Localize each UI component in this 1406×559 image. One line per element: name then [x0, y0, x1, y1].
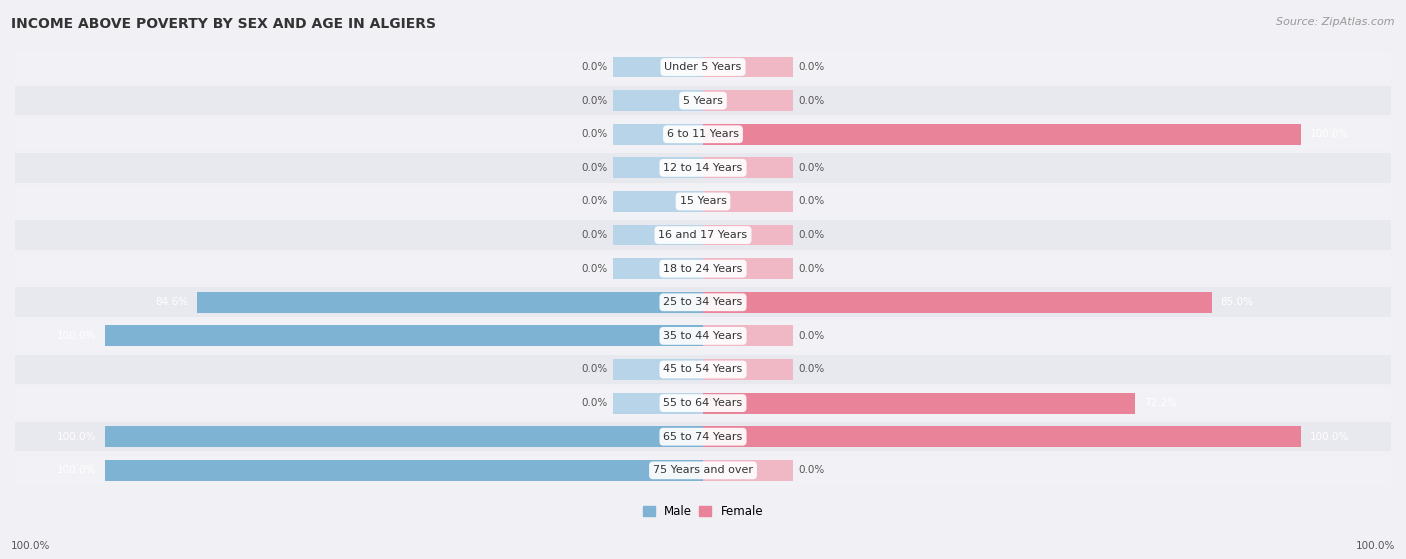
Bar	[15, 187, 1391, 216]
Text: 65 to 74 Years: 65 to 74 Years	[664, 432, 742, 442]
Bar	[15, 220, 1391, 250]
Text: 55 to 64 Years: 55 to 64 Years	[664, 398, 742, 408]
Text: Under 5 Years: Under 5 Years	[665, 62, 741, 72]
Bar	[703, 359, 793, 380]
Bar	[703, 292, 1212, 312]
Bar	[703, 292, 793, 312]
Text: 0.0%: 0.0%	[581, 163, 607, 173]
Text: 0.0%: 0.0%	[799, 62, 825, 72]
Text: 45 to 54 Years: 45 to 54 Years	[664, 364, 742, 375]
Text: 16 and 17 Years: 16 and 17 Years	[658, 230, 748, 240]
Text: Source: ZipAtlas.com: Source: ZipAtlas.com	[1277, 17, 1395, 27]
Text: 100.0%: 100.0%	[56, 432, 96, 442]
Bar	[613, 90, 703, 111]
Text: 15 Years: 15 Years	[679, 196, 727, 206]
Bar	[613, 191, 703, 212]
Bar	[613, 225, 703, 245]
Text: 0.0%: 0.0%	[581, 196, 607, 206]
Text: 0.0%: 0.0%	[581, 129, 607, 139]
Bar	[15, 422, 1391, 452]
Bar	[15, 254, 1391, 283]
Text: 85.0%: 85.0%	[1220, 297, 1254, 307]
Bar	[15, 153, 1391, 183]
Text: 72.2%: 72.2%	[1144, 398, 1177, 408]
Bar	[703, 124, 793, 145]
Text: 0.0%: 0.0%	[799, 163, 825, 173]
Bar	[703, 427, 793, 447]
Bar	[613, 56, 703, 78]
Text: INCOME ABOVE POVERTY BY SEX AND AGE IN ALGIERS: INCOME ABOVE POVERTY BY SEX AND AGE IN A…	[11, 17, 436, 31]
Text: 35 to 44 Years: 35 to 44 Years	[664, 331, 742, 341]
Bar	[15, 52, 1391, 82]
Bar	[613, 359, 703, 380]
Bar	[703, 225, 793, 245]
Text: 0.0%: 0.0%	[581, 398, 607, 408]
Bar	[613, 427, 703, 447]
Bar	[197, 292, 703, 312]
Bar	[703, 392, 1135, 414]
Bar	[613, 124, 703, 145]
Text: 0.0%: 0.0%	[799, 230, 825, 240]
Bar	[15, 456, 1391, 485]
Text: 84.6%: 84.6%	[155, 297, 188, 307]
Text: 0.0%: 0.0%	[799, 264, 825, 274]
Text: 100.0%: 100.0%	[1310, 129, 1350, 139]
Text: 0.0%: 0.0%	[799, 465, 825, 475]
Bar	[15, 389, 1391, 418]
Bar	[613, 325, 703, 347]
Bar	[15, 355, 1391, 384]
Bar	[703, 325, 793, 347]
Text: 12 to 14 Years: 12 to 14 Years	[664, 163, 742, 173]
Bar	[104, 427, 703, 447]
Bar	[703, 258, 793, 279]
Bar	[703, 158, 793, 178]
Text: 0.0%: 0.0%	[581, 230, 607, 240]
Text: 6 to 11 Years: 6 to 11 Years	[666, 129, 740, 139]
Text: 100.0%: 100.0%	[1310, 432, 1350, 442]
Bar	[613, 292, 703, 312]
Bar	[613, 158, 703, 178]
Text: 18 to 24 Years: 18 to 24 Years	[664, 264, 742, 274]
Text: 0.0%: 0.0%	[799, 364, 825, 375]
Bar	[104, 460, 703, 481]
Bar	[703, 56, 793, 78]
Bar	[104, 325, 703, 347]
Bar	[15, 120, 1391, 149]
Text: 5 Years: 5 Years	[683, 96, 723, 106]
Text: 0.0%: 0.0%	[799, 196, 825, 206]
Text: 0.0%: 0.0%	[581, 62, 607, 72]
Text: 0.0%: 0.0%	[581, 96, 607, 106]
Legend: Male, Female: Male, Female	[638, 500, 768, 523]
Text: 0.0%: 0.0%	[799, 96, 825, 106]
Text: 0.0%: 0.0%	[799, 331, 825, 341]
Bar	[613, 460, 703, 481]
Text: 100.0%: 100.0%	[11, 541, 51, 551]
Bar	[613, 258, 703, 279]
Text: 100.0%: 100.0%	[56, 331, 96, 341]
Text: 100.0%: 100.0%	[1355, 541, 1395, 551]
Bar	[15, 86, 1391, 115]
Bar	[703, 392, 793, 414]
Text: 25 to 34 Years: 25 to 34 Years	[664, 297, 742, 307]
Text: 75 Years and over: 75 Years and over	[652, 465, 754, 475]
Bar	[703, 90, 793, 111]
Bar	[703, 191, 793, 212]
Bar	[15, 287, 1391, 317]
Bar	[703, 460, 793, 481]
Bar	[15, 321, 1391, 350]
Bar	[613, 392, 703, 414]
Bar	[703, 124, 1302, 145]
Text: 0.0%: 0.0%	[581, 364, 607, 375]
Bar	[703, 427, 1302, 447]
Text: 0.0%: 0.0%	[581, 264, 607, 274]
Text: 100.0%: 100.0%	[56, 465, 96, 475]
